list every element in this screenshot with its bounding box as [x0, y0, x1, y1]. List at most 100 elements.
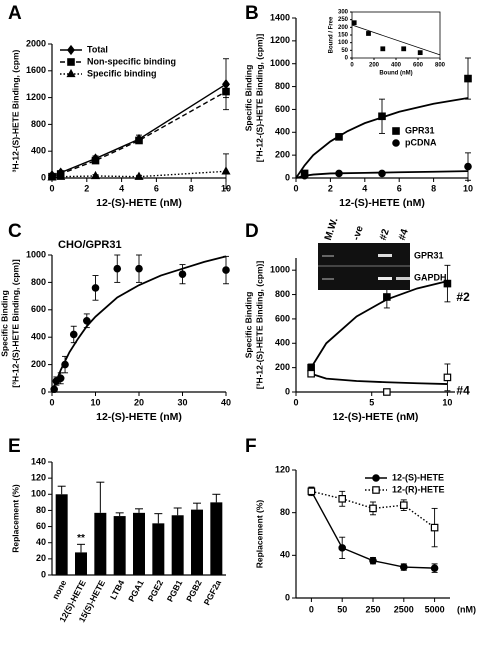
y-tick-label: 100	[338, 40, 349, 46]
marker	[56, 171, 66, 180]
series-line	[51, 170, 227, 179]
marker	[392, 139, 400, 147]
y-tick-label: 2000	[26, 38, 46, 48]
y-tick-label: 800	[31, 119, 46, 129]
x-tick-label: 600	[413, 62, 424, 68]
x-tick-label: 20	[134, 398, 144, 408]
x-axis-label: (nM)	[457, 604, 476, 614]
marker	[47, 172, 57, 181]
fit-curve	[310, 372, 448, 385]
bar	[113, 516, 126, 575]
marker	[91, 284, 100, 292]
marker	[401, 46, 407, 52]
marker	[83, 316, 91, 325]
x-tick-label: 10	[463, 184, 473, 194]
marker	[113, 264, 122, 273]
y-tick-label: 1400	[270, 12, 290, 22]
gel-band	[378, 254, 392, 257]
bar	[210, 502, 223, 575]
x-tick-label: 0	[293, 184, 298, 194]
x-tick-label: 250	[365, 604, 380, 614]
y-tick-label: 0	[41, 172, 46, 182]
bar	[191, 509, 203, 575]
panel-letter: C	[8, 221, 22, 242]
y-tick-label: 150	[338, 33, 349, 39]
series-line	[51, 83, 227, 176]
y-axis-label: Specific Binding	[243, 65, 253, 132]
inset-frame	[351, 11, 441, 59]
y-tick-label: 40	[280, 550, 290, 560]
y-tick-label: 200	[275, 362, 290, 372]
legend-label: 12-(R)-HETE	[392, 484, 445, 494]
x-tick-label: 0	[49, 184, 54, 194]
x-tick-label: 800	[435, 62, 446, 68]
gel-lane-label: #4	[397, 227, 411, 241]
series-label: #2	[456, 290, 470, 304]
y-tick-label: 0	[345, 56, 349, 62]
panel-letter: E	[8, 436, 21, 457]
marker	[307, 487, 316, 496]
panel-letter: B	[245, 3, 259, 24]
y-axis-label: Specific Binding	[0, 290, 9, 357]
marker	[378, 169, 386, 178]
marker	[222, 266, 230, 274]
y-axis-label: Replacement (%)	[254, 500, 264, 569]
y-tick-label: 600	[275, 313, 290, 323]
fit-curve	[310, 280, 448, 369]
x-tick-label: 6	[154, 184, 159, 194]
x-tick-label: PGB2	[184, 578, 204, 603]
gel-band-label: GAPDH	[414, 272, 447, 282]
fit-curve	[51, 255, 227, 393]
x-tick-label: PGE2	[146, 578, 166, 603]
marker	[399, 563, 408, 571]
x-axis-label: 12-(S)-HETE (nM)	[96, 411, 182, 423]
x-axis-label: Bound (nM)	[379, 71, 412, 77]
annotation: **	[77, 533, 85, 544]
x-axis-label: 12-(S)-HETE (nM)	[333, 411, 419, 423]
y-tick-label: 200	[31, 359, 46, 369]
y-tick-label: 40	[36, 537, 46, 547]
legend-label: pCDNA	[405, 137, 437, 147]
marker	[417, 50, 423, 56]
marker	[135, 136, 143, 145]
x-tick-label: PGB1	[165, 578, 185, 603]
y-tick-label: 120	[31, 473, 46, 483]
x-tick-label: 400	[391, 62, 402, 68]
marker	[56, 374, 65, 383]
marker	[369, 504, 377, 513]
y-tick-label: 800	[275, 289, 290, 299]
marker	[61, 360, 69, 369]
marker	[91, 156, 100, 165]
y-axis-label: Bound / Free	[329, 16, 335, 53]
marker	[378, 112, 386, 121]
marker	[178, 270, 187, 278]
marker	[335, 169, 343, 178]
x-tick-label: 0	[49, 398, 54, 408]
y-tick-label: 800	[275, 81, 290, 91]
y-tick-label: 1000	[270, 58, 290, 68]
bar	[133, 512, 145, 575]
marker	[335, 133, 343, 141]
y-tick-label: 20	[36, 553, 46, 563]
y-tick-label: 0	[285, 592, 290, 602]
y-tick-label: 300	[338, 10, 349, 16]
x-tick-label: 0	[309, 604, 314, 614]
marker	[300, 171, 309, 180]
marker	[69, 330, 78, 339]
gel-band	[322, 255, 334, 257]
y-tick-label: 250	[338, 17, 349, 23]
gel-lane-label: -ve	[351, 224, 366, 242]
marker	[307, 369, 315, 378]
y-axis-label: Replacement (%)	[10, 484, 20, 553]
gel-band	[378, 277, 392, 280]
y-axis-label: Specific Binding	[243, 292, 253, 359]
marker	[400, 501, 408, 510]
y-tick-label: 0	[41, 386, 46, 396]
marker	[372, 474, 380, 482]
y-tick-label: 200	[338, 25, 349, 31]
series-label: #4	[456, 384, 470, 398]
y-tick-label: 400	[275, 127, 290, 137]
y-tick-label: 600	[31, 304, 46, 314]
y-tick-label: 0	[285, 386, 290, 396]
x-tick-label: 4	[119, 184, 124, 194]
